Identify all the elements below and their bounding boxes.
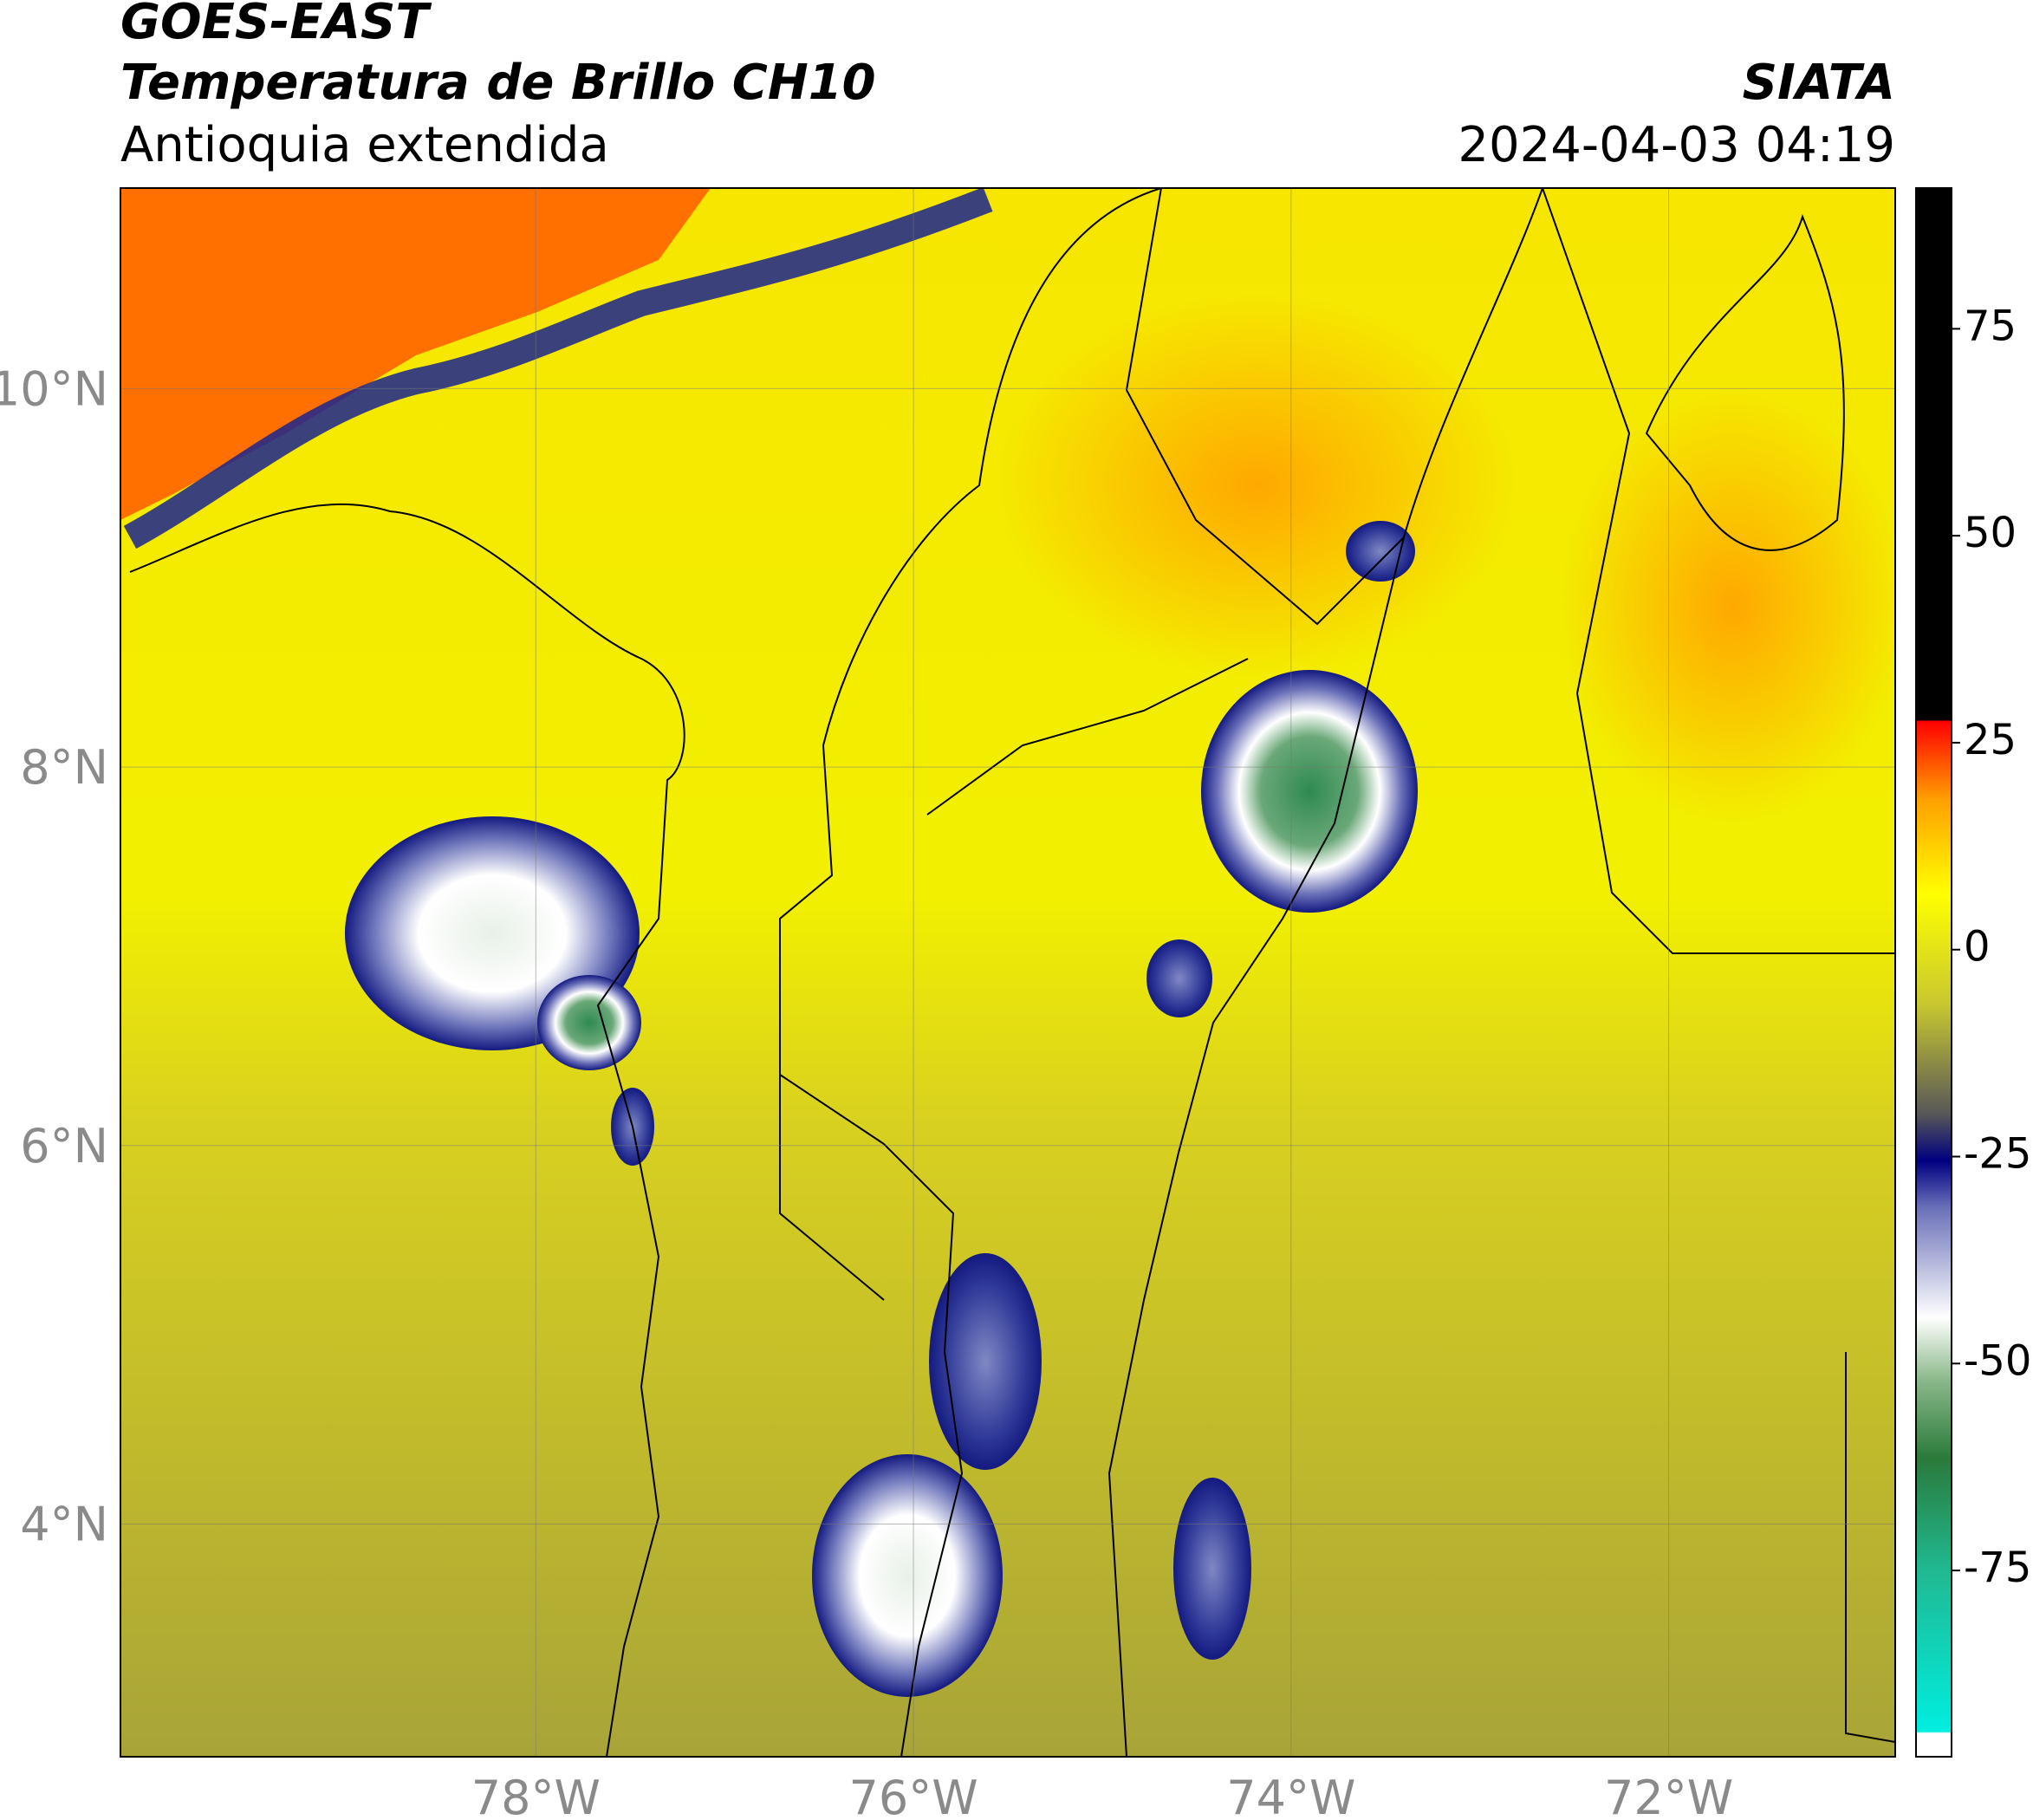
y-tick-label: 10°N [0, 361, 108, 416]
cloud [1173, 1478, 1251, 1660]
plot-frame [120, 187, 1896, 1758]
colorbar-tick-label: -75 [1964, 1544, 2031, 1592]
x-tick-label: 74°W [1226, 1771, 1355, 1820]
cloud [537, 975, 641, 1070]
cloud [1201, 670, 1418, 913]
cloud [1146, 939, 1212, 1017]
x-tick-label: 72°W [1604, 1771, 1733, 1820]
warm-region [997, 295, 1517, 676]
datetime: 2024-04-03 04:19 [1458, 117, 1895, 173]
y-tick-label: 8°N [20, 740, 108, 795]
borders [129, 188, 1895, 1757]
colorbar-tick-label: 75 [1964, 302, 2017, 350]
colorbar [1915, 187, 1952, 1758]
warm-region [1560, 390, 1895, 823]
region: Antioquia extendida [120, 117, 609, 173]
source: SIATA [1743, 55, 1895, 111]
colorbar-tick-label: -50 [1964, 1336, 2031, 1385]
axes: 78°W 76°W 74°W 72°W 4°N 6°N 8°N 10°N -75 -50 -25 0 2… [0, 188, 2031, 1820]
cloud [1346, 521, 1415, 582]
colorbar-tick-label: 25 [1964, 716, 2017, 764]
x-tick-label: 76°W [849, 1771, 978, 1820]
title: GOES-EAST [120, 0, 432, 50]
colorbar-tick-label: 50 [1964, 509, 2017, 557]
x-tick-label: 78°W [471, 1771, 601, 1820]
colorbar-tick-label: 0 [1964, 923, 1991, 972]
cloud-band [123, 188, 993, 549]
y-tick-label: 4°N [20, 1497, 108, 1551]
subtitle: Temperatura de Brillo CH10 [120, 55, 876, 111]
y-tick-label: 6°N [20, 1119, 108, 1173]
cloud [812, 1454, 1003, 1697]
map [120, 188, 1895, 1757]
colorbar-tick-label: -25 [1964, 1130, 2031, 1179]
cloud [929, 1253, 1042, 1470]
